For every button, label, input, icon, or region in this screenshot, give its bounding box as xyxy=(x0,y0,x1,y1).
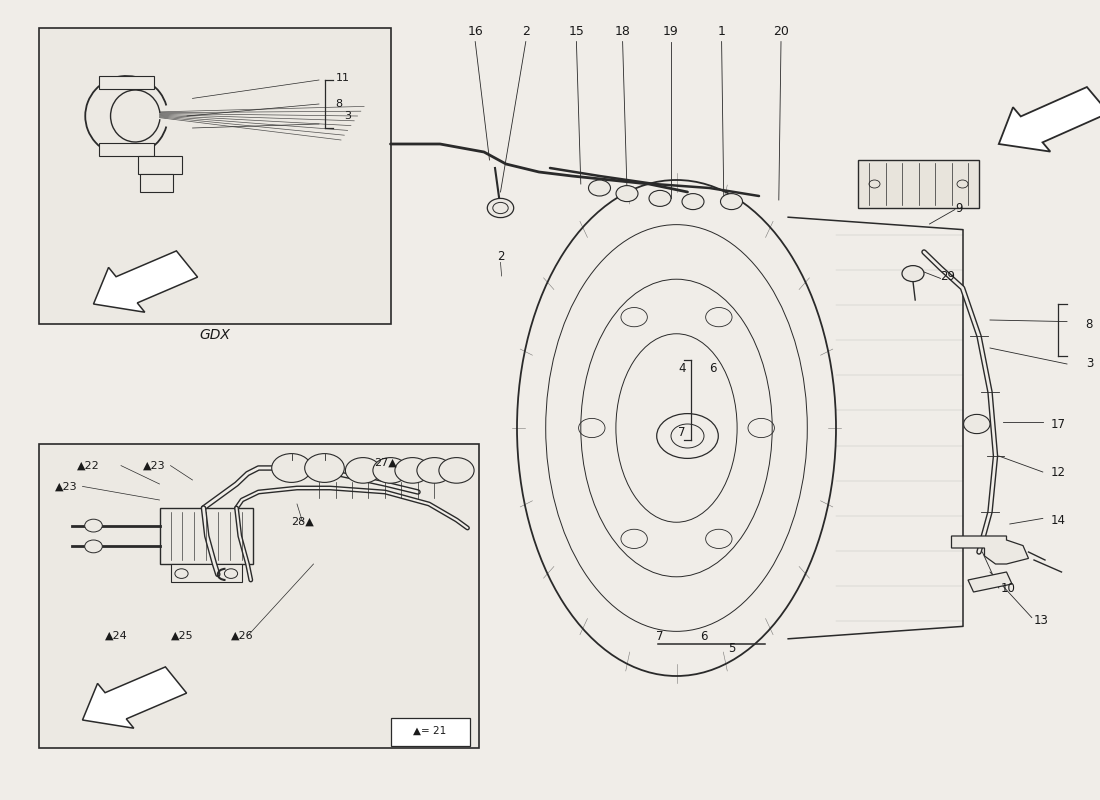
Circle shape xyxy=(588,180,610,196)
Text: 5: 5 xyxy=(728,642,735,654)
Text: 12: 12 xyxy=(1050,466,1066,478)
Bar xyxy=(170,564,242,582)
Circle shape xyxy=(682,194,704,210)
Polygon shape xyxy=(999,87,1100,151)
Polygon shape xyxy=(968,572,1012,592)
Text: 28▲: 28▲ xyxy=(292,517,315,526)
Text: 17: 17 xyxy=(1050,418,1066,430)
Circle shape xyxy=(902,266,924,282)
Text: 14: 14 xyxy=(1050,514,1066,526)
Text: 9: 9 xyxy=(955,202,962,214)
Text: 8: 8 xyxy=(336,99,342,109)
Text: 10: 10 xyxy=(1001,582,1016,594)
Circle shape xyxy=(616,186,638,202)
Circle shape xyxy=(373,458,408,483)
Text: 1: 1 xyxy=(717,26,726,38)
Text: 27▲: 27▲ xyxy=(374,458,397,467)
Text: 18: 18 xyxy=(615,26,630,38)
Text: 2: 2 xyxy=(521,26,530,38)
Text: 29: 29 xyxy=(940,270,956,282)
Text: 7: 7 xyxy=(657,630,663,642)
Circle shape xyxy=(487,198,514,218)
Text: 16: 16 xyxy=(468,26,483,38)
Text: 3: 3 xyxy=(344,111,351,121)
Text: 7: 7 xyxy=(679,426,685,438)
Polygon shape xyxy=(82,667,187,728)
Bar xyxy=(99,143,154,156)
Text: ▲22: ▲22 xyxy=(77,461,100,470)
Polygon shape xyxy=(94,251,198,312)
Circle shape xyxy=(272,454,311,482)
Text: 20: 20 xyxy=(773,26,789,38)
Circle shape xyxy=(395,458,430,483)
Text: 8: 8 xyxy=(1086,318,1093,330)
Text: 3: 3 xyxy=(1086,358,1093,370)
Text: 2: 2 xyxy=(497,250,504,262)
FancyBboxPatch shape xyxy=(39,28,390,324)
Text: GDX: GDX xyxy=(199,328,230,342)
Polygon shape xyxy=(952,536,1028,564)
Text: 11: 11 xyxy=(336,73,350,82)
Text: ▲23: ▲23 xyxy=(143,461,166,470)
Circle shape xyxy=(439,458,474,483)
Circle shape xyxy=(85,540,102,553)
Text: ▲26: ▲26 xyxy=(231,631,254,641)
Text: 15: 15 xyxy=(569,26,584,38)
Bar xyxy=(160,508,253,564)
Text: 4: 4 xyxy=(679,362,685,374)
Bar xyxy=(390,718,470,746)
FancyBboxPatch shape xyxy=(39,444,478,748)
Text: ▲25: ▲25 xyxy=(170,631,194,641)
Text: ▲= 21: ▲= 21 xyxy=(414,726,447,736)
Text: 6: 6 xyxy=(710,362,716,374)
Bar xyxy=(99,76,154,89)
Bar xyxy=(138,156,182,174)
Bar xyxy=(858,160,979,208)
Circle shape xyxy=(649,190,671,206)
Text: 19: 19 xyxy=(663,26,679,38)
Circle shape xyxy=(720,194,742,210)
Circle shape xyxy=(85,519,102,532)
Circle shape xyxy=(964,414,990,434)
Bar xyxy=(140,174,173,192)
Circle shape xyxy=(345,458,381,483)
Text: 6: 6 xyxy=(701,630,707,642)
Circle shape xyxy=(417,458,452,483)
Text: ▲23: ▲23 xyxy=(55,482,78,491)
Text: ▲24: ▲24 xyxy=(104,631,128,641)
Text: 13: 13 xyxy=(1034,614,1049,626)
Circle shape xyxy=(305,454,344,482)
